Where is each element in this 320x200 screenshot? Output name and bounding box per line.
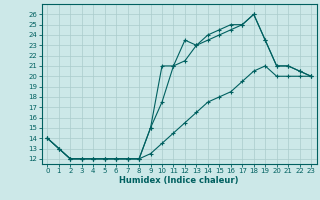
X-axis label: Humidex (Indice chaleur): Humidex (Indice chaleur) — [119, 176, 239, 185]
